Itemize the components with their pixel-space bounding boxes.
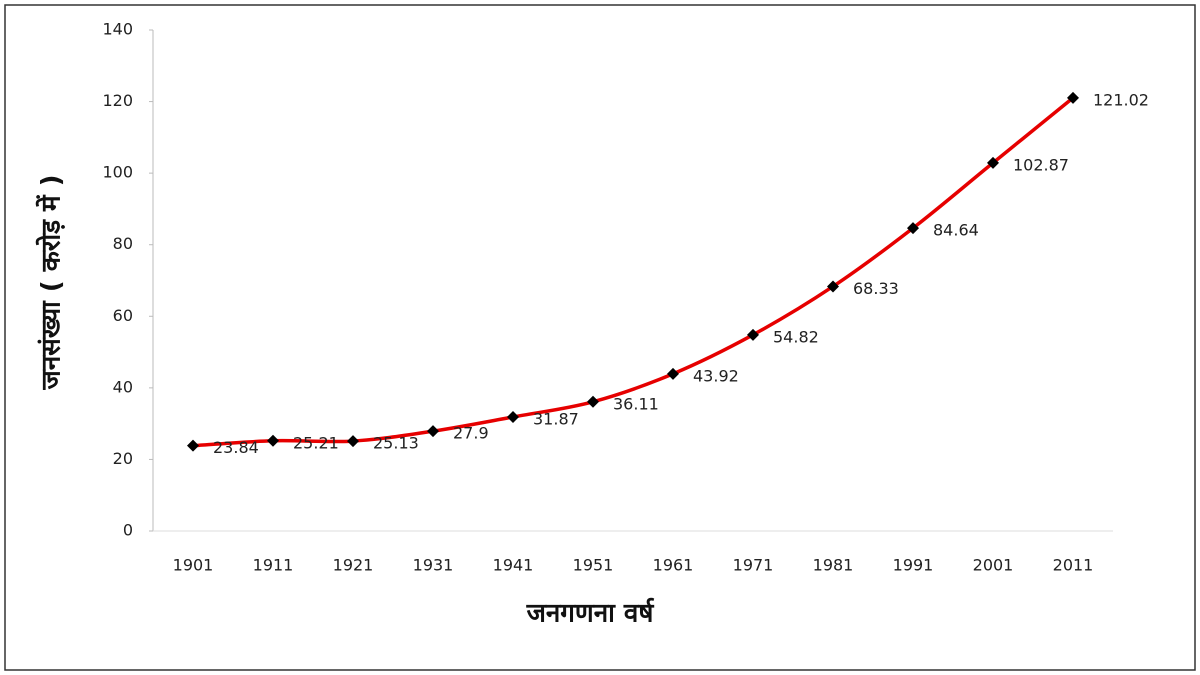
marker [587,395,599,408]
data-label: 27.9 [453,424,489,443]
marker [987,156,999,169]
data-label: 84.64 [933,221,979,240]
y-tick-label: 60 [113,306,133,325]
y-tick-label: 40 [113,377,133,396]
marker [667,367,679,380]
y-axis-title: जनसंख्या ( करोड़ में ) [36,174,67,390]
x-tick-label: 1941 [493,556,534,575]
x-axis-title: जनगणना वर्ष [526,598,655,629]
marker [187,439,199,452]
x-tick-label: 1951 [573,556,614,575]
y-tick-label: 120 [102,91,133,110]
x-tick-label: 1921 [333,556,374,575]
data-label: 31.87 [533,409,579,428]
marker [347,435,359,448]
data-label: 25.21 [293,433,339,452]
x-tick-label: 2011 [1053,556,1094,575]
data-label: 36.11 [613,394,659,413]
marker [827,280,839,293]
x-tick-label: 2001 [973,556,1014,575]
data-label: 23.84 [213,438,259,457]
x-tick-label: 1981 [813,556,854,575]
x-tick-label: 1991 [893,556,934,575]
marker [907,222,919,235]
marker [267,434,279,447]
marker [1067,91,1079,104]
x-tick-label: 1931 [413,556,454,575]
y-tick-label: 80 [113,234,133,253]
data-label: 43.92 [693,366,739,385]
data-label: 121.02 [1093,90,1149,109]
y-tick-label: 0 [123,521,133,540]
x-tick-label: 1911 [253,556,294,575]
y-tick-label: 100 [102,163,133,182]
data-label: 25.13 [373,434,419,453]
marker [427,425,439,438]
frame [4,4,1196,671]
x-tick-label: 1961 [653,556,694,575]
x-tick-label: 1971 [733,556,774,575]
x-tick-label: 1901 [173,556,214,575]
data-label: 102.87 [1013,155,1069,174]
marker [747,328,759,341]
data-label: 68.33 [853,279,899,298]
marker [507,410,519,423]
y-tick-label: 20 [113,449,133,468]
y-tick-label: 140 [102,20,133,39]
data-label: 54.82 [773,327,819,346]
